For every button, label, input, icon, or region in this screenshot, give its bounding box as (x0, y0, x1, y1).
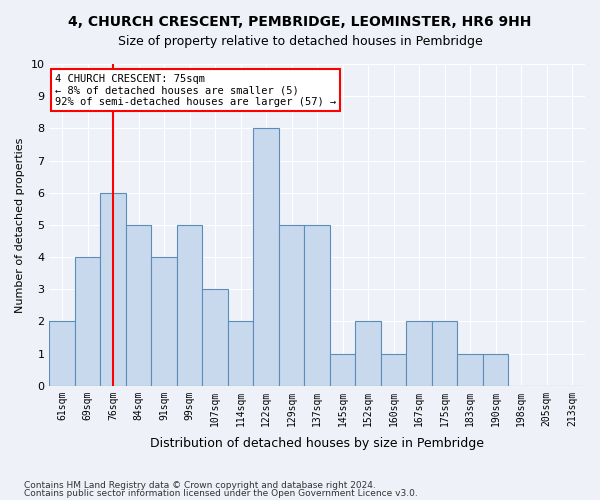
Bar (228, 322, 253, 386)
Bar (75, 257, 100, 386)
Bar (177, 225, 202, 386)
X-axis label: Distribution of detached houses by size in Pembridge: Distribution of detached houses by size … (150, 437, 484, 450)
Text: 4 CHURCH CRESCENT: 75sqm
← 8% of detached houses are smaller (5)
92% of semi-det: 4 CHURCH CRESCENT: 75sqm ← 8% of detache… (55, 74, 336, 107)
Bar (126, 225, 151, 386)
Bar (381, 354, 406, 386)
Bar (100, 192, 126, 386)
Bar (457, 354, 483, 386)
Text: 4, CHURCH CRESCENT, PEMBRIDGE, LEOMINSTER, HR6 9HH: 4, CHURCH CRESCENT, PEMBRIDGE, LEOMINSTE… (68, 15, 532, 29)
Bar (49, 322, 75, 386)
Y-axis label: Number of detached properties: Number of detached properties (15, 137, 25, 312)
Bar (406, 322, 432, 386)
Bar (253, 128, 279, 386)
Bar (279, 225, 304, 386)
Bar (483, 354, 508, 386)
Bar (202, 289, 228, 386)
Bar (355, 322, 381, 386)
Text: Size of property relative to detached houses in Pembridge: Size of property relative to detached ho… (118, 35, 482, 48)
Bar (330, 354, 355, 386)
Text: Contains public sector information licensed under the Open Government Licence v3: Contains public sector information licen… (24, 488, 418, 498)
Bar (151, 257, 177, 386)
Bar (432, 322, 457, 386)
Bar (304, 225, 330, 386)
Text: Contains HM Land Registry data © Crown copyright and database right 2024.: Contains HM Land Registry data © Crown c… (24, 481, 376, 490)
